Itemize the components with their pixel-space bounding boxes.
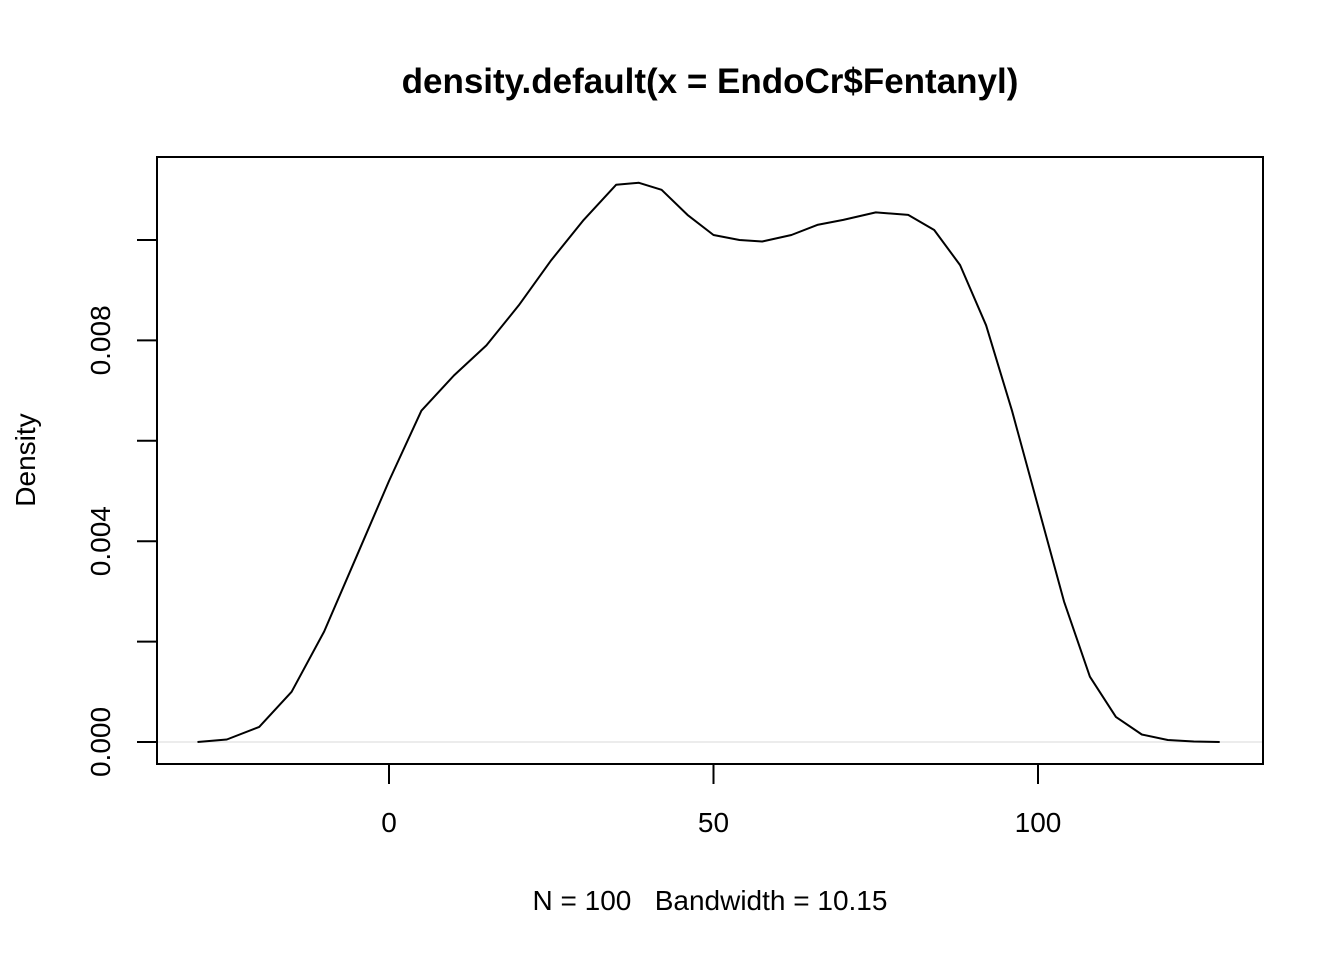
- y-axis-label: Density: [10, 413, 41, 506]
- y-tick-label: 0.004: [85, 506, 116, 576]
- y-axis: 0.000 0.004 0.008: [85, 239, 158, 777]
- x-tick-label: 100: [1015, 807, 1062, 838]
- y-tick-label: 0.008: [85, 305, 116, 375]
- density-curve: [197, 181, 1220, 743]
- x-tick-label: 50: [698, 807, 729, 838]
- x-axis: 0 50 100: [381, 763, 1062, 838]
- chart-title: density.default(x = EndoCr$Fentanyl): [402, 62, 1019, 101]
- y-tick-label: 0.000: [85, 707, 116, 777]
- x-axis-label: N = 100 Bandwidth = 10.15: [533, 885, 888, 916]
- x-tick-label: 0: [381, 807, 397, 838]
- plot-frame: [156, 156, 1264, 765]
